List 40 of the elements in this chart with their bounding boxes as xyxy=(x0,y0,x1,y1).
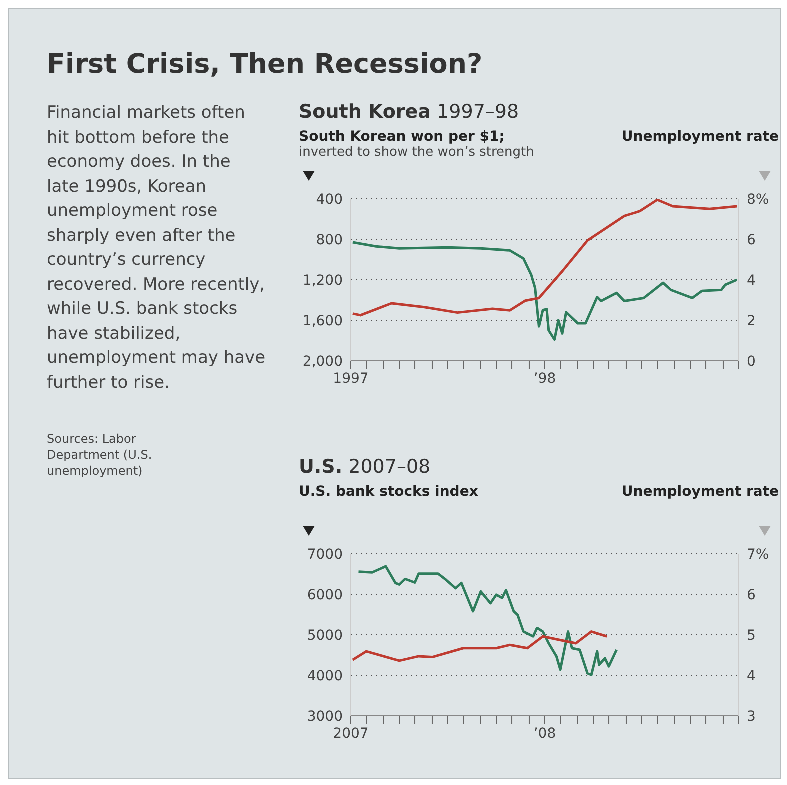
source-note: Sources: Labor Department (U.S. unemployment) xyxy=(47,431,154,479)
y2-tick-label: 2 xyxy=(747,313,756,330)
y2-axis-title: Unemployment rate xyxy=(622,129,780,147)
chart-subtitle: 1997–98 xyxy=(437,101,520,123)
y-tick-label: 400 xyxy=(316,192,343,208)
y2-tick-label: 4 xyxy=(747,668,756,684)
chart-title: U.S. xyxy=(299,456,343,478)
y-axis-title: South Korean won per $1; xyxy=(299,129,506,145)
y2-tick-label: 6 xyxy=(747,587,756,604)
x-tick-label: ’08 xyxy=(534,726,556,742)
y2-tick-label: 8% xyxy=(747,192,770,208)
y2-tick-label: 0 xyxy=(747,354,756,370)
y-tick-label: 5000 xyxy=(307,628,343,644)
x-tick-label: 1997 xyxy=(333,371,369,387)
y2-tick-label: 7% xyxy=(747,546,770,563)
y2-tick-label: 3 xyxy=(747,708,756,725)
x-tick-label: 2007 xyxy=(333,726,369,742)
y-tick-label: 1,600 xyxy=(302,313,343,330)
chart-subtitle: 2007–08 xyxy=(348,456,431,478)
y-tick-label: 800 xyxy=(316,232,343,248)
y-tick-label: 4000 xyxy=(307,668,343,684)
text: First Crisis, Then Recession? xyxy=(47,49,483,80)
y2-tick-label: 5 xyxy=(747,628,756,644)
y-tick-label: 6000 xyxy=(307,587,343,604)
text: inverted to show the won’s strength xyxy=(299,145,534,160)
y-tick-label: 3000 xyxy=(307,708,343,725)
y2-tick-label: 4 xyxy=(747,272,756,289)
line-series xyxy=(352,630,608,662)
y2-axis-title: Unemployment rate xyxy=(622,484,780,502)
line-series xyxy=(352,199,738,317)
y-axis-title: U.S. bank stocks index xyxy=(299,484,478,500)
chart-title: South Korea xyxy=(299,101,432,123)
x-tick-label: ’98 xyxy=(534,371,556,387)
y-tick-label: 7000 xyxy=(307,546,343,563)
y-tick-label: 1,200 xyxy=(302,272,343,289)
y-tick-label: 2,000 xyxy=(302,354,343,370)
line-series xyxy=(358,565,618,676)
line-series xyxy=(352,241,738,341)
y2-tick-label: 6 xyxy=(747,232,756,248)
text: Financial markets often hit bottom before the economy does. In the late 1990s, Korean unemployment rose sharply even after the country’s currency recovered. More recently, while U.S. bank stocks have stabilized, unemployment may have further to rise. xyxy=(47,103,266,392)
